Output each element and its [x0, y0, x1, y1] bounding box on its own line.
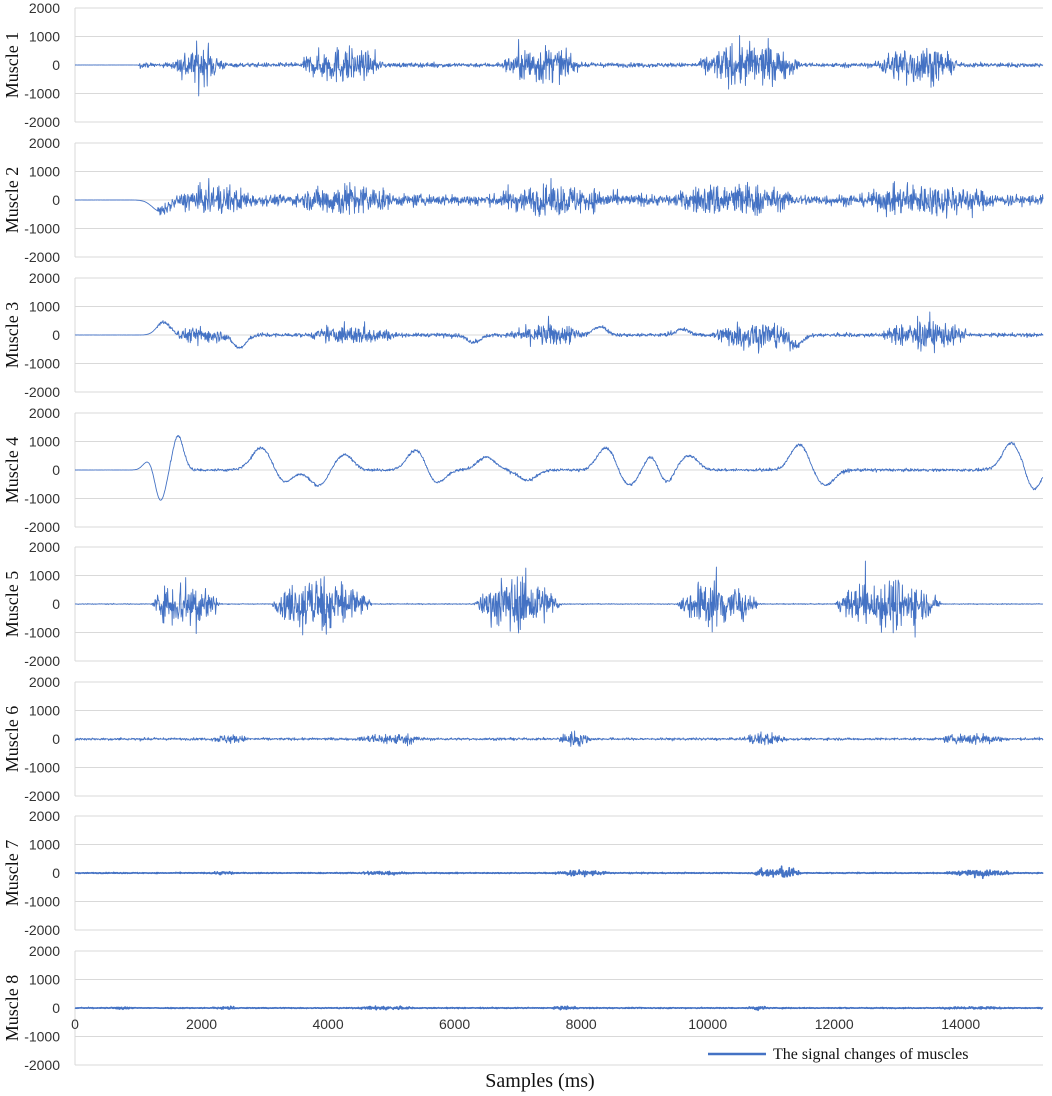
y-tick-label: 1000 [29, 29, 60, 45]
series-line [74, 1005, 1044, 1012]
y-tick-label: -1000 [24, 894, 60, 910]
y-tick-label: -2000 [24, 249, 60, 265]
y-tick-label: 0 [52, 192, 60, 208]
y-tick-label: 0 [52, 462, 60, 478]
y-tick-label: 2000 [29, 405, 60, 421]
y-tick-label: 1000 [29, 568, 60, 584]
y-tick-label: 2000 [29, 0, 60, 16]
y-axis-label: Muscle 6 [2, 706, 22, 773]
x-tick-label: 0 [71, 1016, 79, 1032]
y-tick-label: 2000 [29, 135, 60, 151]
y-tick-label: 0 [52, 1000, 60, 1016]
y-tick-label: 1000 [29, 299, 60, 315]
y-tick-label: 0 [52, 596, 60, 612]
x-tick-label: 14000 [941, 1016, 980, 1032]
y-tick-label: 2000 [29, 674, 60, 690]
series-line [74, 35, 1044, 97]
series-line [74, 311, 1044, 354]
series-line [74, 865, 1044, 880]
y-tick-label: -1000 [24, 356, 60, 372]
series-line [74, 730, 1044, 747]
y-tick-label: -2000 [24, 788, 60, 804]
y-tick-label: 1000 [29, 164, 60, 180]
x-axis-label: Samples (ms) [485, 1070, 594, 1092]
y-tick-label: -2000 [24, 519, 60, 535]
x-tick-label: 2000 [186, 1016, 217, 1032]
y-axis-label: Muscle 7 [2, 840, 22, 907]
y-tick-label: -1000 [24, 760, 60, 776]
y-tick-label: 0 [52, 327, 60, 343]
y-tick-label: 2000 [29, 943, 60, 959]
y-tick-label: -2000 [24, 114, 60, 130]
y-tick-label: -2000 [24, 922, 60, 938]
y-tick-label: 2000 [29, 270, 60, 286]
y-axis-label: Muscle 1 [2, 32, 22, 99]
y-axis-label: Muscle 8 [2, 975, 22, 1042]
x-tick-label: 12000 [815, 1016, 854, 1032]
series-line [74, 435, 1044, 501]
series-line [74, 560, 1044, 638]
y-axis-label: Muscle 3 [2, 302, 22, 369]
y-tick-label: 1000 [29, 434, 60, 450]
legend: The signal changes of muscles [708, 1046, 969, 1063]
y-tick-label: 2000 [29, 539, 60, 555]
y-tick-label: -1000 [24, 86, 60, 102]
y-tick-label: 0 [52, 865, 60, 881]
y-tick-label: -2000 [24, 653, 60, 669]
legend-label: The signal changes of muscles [773, 1046, 969, 1063]
x-tick-label: 4000 [312, 1016, 343, 1032]
y-tick-label: -1000 [24, 221, 60, 237]
y-tick-label: 1000 [29, 837, 60, 853]
y-tick-label: -1000 [24, 625, 60, 641]
y-axis-label: Muscle 2 [2, 167, 22, 234]
y-tick-label: 0 [52, 57, 60, 73]
y-tick-label: -1000 [24, 491, 60, 507]
x-tick-label: 8000 [566, 1016, 597, 1032]
y-tick-label: 1000 [29, 703, 60, 719]
y-axis-label: Muscle 4 [2, 437, 22, 504]
x-tick-label: 6000 [439, 1016, 470, 1032]
y-tick-label: 1000 [29, 972, 60, 988]
y-tick-label: -2000 [24, 384, 60, 400]
y-axis-label: Muscle 5 [2, 571, 22, 638]
x-tick-label: 10000 [688, 1016, 727, 1032]
series-line [74, 177, 1044, 219]
y-tick-label: -1000 [24, 1029, 60, 1045]
y-tick-label: 2000 [29, 808, 60, 824]
y-tick-label: -2000 [24, 1057, 60, 1073]
y-tick-label: 0 [52, 731, 60, 747]
